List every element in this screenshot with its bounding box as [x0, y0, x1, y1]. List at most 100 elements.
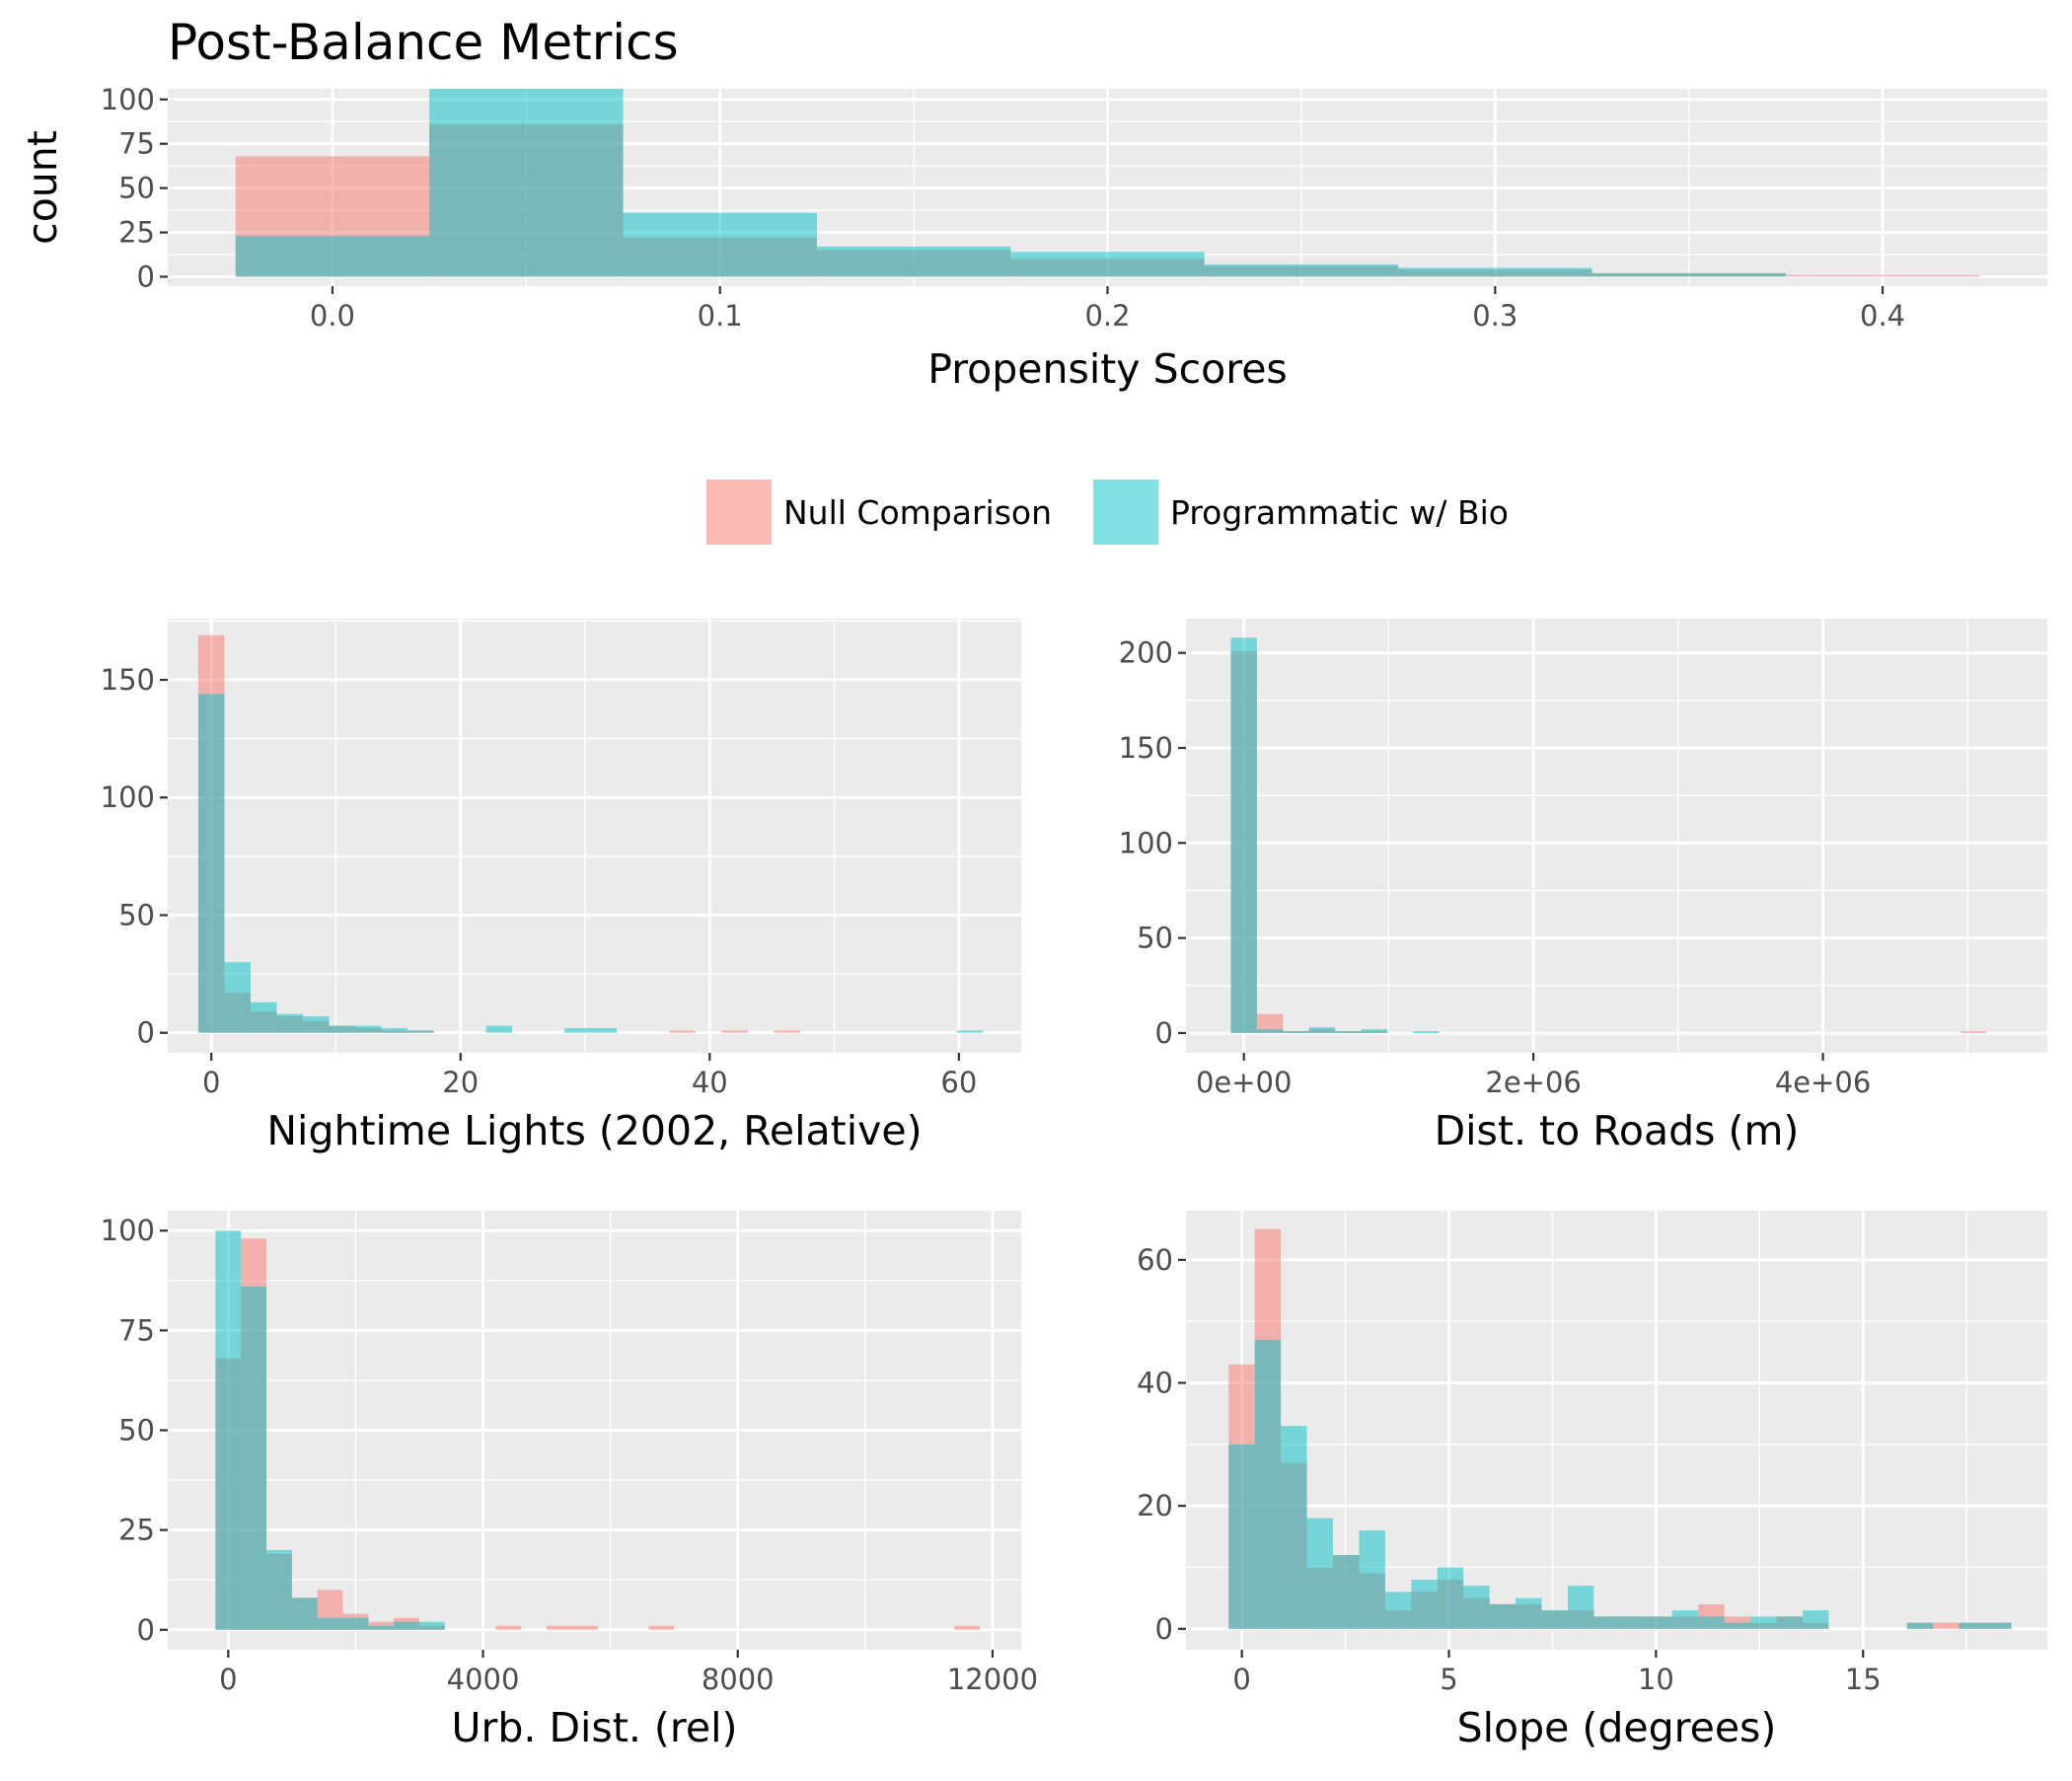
bar-null-20: [721, 1030, 748, 1033]
y-tick-label: 100: [101, 780, 155, 814]
bar-prog-29: [956, 1030, 984, 1033]
bar-prog-0: [235, 236, 430, 277]
bar-prog-2: [1283, 1031, 1309, 1033]
bar-prog-3: [1308, 1027, 1336, 1033]
bar-prog-12: [1541, 1610, 1568, 1629]
y-tick-label: 200: [1119, 636, 1173, 670]
y-axis-title: count: [19, 130, 66, 245]
bar-prog-1: [1256, 1029, 1284, 1033]
y-tick-label: 40: [1137, 1367, 1173, 1400]
bar-prog-1: [241, 1286, 267, 1630]
legend: Null Comparison Programmatic w/ Bio: [706, 480, 1509, 545]
bar-prog-21: [1776, 1616, 1803, 1629]
bar-prog-18: [1698, 1616, 1725, 1629]
legend-label-null-comparison: Null Comparison: [783, 493, 1052, 532]
bar-prog-2: [1281, 1426, 1307, 1629]
y-tick-label: 100: [1119, 826, 1173, 859]
bar-prog-11: [1516, 1597, 1542, 1629]
bar-prog-6: [368, 1625, 395, 1630]
x-tick-label: 0.1: [698, 299, 743, 333]
panel-background: [168, 619, 1021, 1053]
bar-prog-17: [1671, 1610, 1699, 1629]
x-axis-title: Slope (degrees): [1457, 1704, 1777, 1751]
bar-prog-7: [394, 1621, 419, 1630]
y-tick-label: 0: [137, 1016, 155, 1050]
bar-prog-4: [1335, 1031, 1362, 1033]
bar-prog-7: [1591, 272, 1786, 277]
bar-prog-0: [215, 1230, 242, 1630]
panel-nightlights: 0 20 40 60 0 50 100 150 Nightime Lights (2002, R…: [101, 619, 1021, 1154]
x-tick-label: 12000: [947, 1663, 1038, 1696]
bar-prog-3: [291, 1597, 318, 1630]
y-tick-label: 0: [137, 260, 155, 293]
bar-prog-14: [1593, 1616, 1620, 1629]
x-tick-label: 0: [219, 1663, 237, 1696]
y-tick-label: 0: [137, 1613, 155, 1647]
series-prog: [235, 89, 1786, 277]
bar-prog-5: [329, 1025, 356, 1033]
bar-prog-11: [485, 1025, 513, 1033]
bar-null-11: [495, 1625, 522, 1630]
x-tick-label: 0.0: [310, 299, 355, 333]
bar-prog-2: [623, 212, 817, 277]
series-prog: [197, 694, 984, 1033]
legend-label-programmatic-w-bio: Programmatic w/ Bio: [1170, 493, 1509, 532]
bar-null-1: [1256, 1013, 1284, 1033]
bar-prog-1: [224, 962, 251, 1033]
legend-key-null-comparison: [706, 480, 772, 545]
bar-null-13: [547, 1625, 572, 1630]
bar-prog-9: [1463, 1586, 1490, 1629]
bar-prog-15: [590, 1027, 618, 1033]
bar-prog-8: [1437, 1567, 1464, 1629]
bar-prog-1: [429, 89, 624, 277]
bar-prog-10: [1489, 1603, 1517, 1629]
bar-null-22: [774, 1030, 800, 1033]
bar-null-17: [648, 1625, 675, 1630]
bar-prog-5: [342, 1617, 369, 1630]
y-tick-label: 50: [118, 898, 155, 931]
panel-roads: 0e+00 2e+06 4e+06 0 50 100 150 200 Dist. to Road…: [1119, 619, 2047, 1154]
y-tick-label: 50: [118, 1414, 155, 1447]
y-tick-label: 50: [118, 172, 155, 205]
bar-null-14: [571, 1625, 598, 1630]
x-axis-title: Propensity Scores: [927, 345, 1288, 393]
bar-prog-19: [1724, 1622, 1751, 1629]
bar-prog-5: [1204, 263, 1399, 277]
x-tick-label: 15: [1845, 1663, 1882, 1696]
x-axis-title: Dist. to Roads (m): [1435, 1107, 1800, 1154]
x-tick-label: 20: [442, 1066, 479, 1099]
y-tick-label: 75: [118, 1313, 155, 1347]
bar-prog-3: [816, 246, 1011, 277]
bar-prog-4: [1332, 1555, 1360, 1629]
bar-prog-4: [303, 1016, 330, 1033]
bar-prog-6: [1398, 267, 1592, 277]
x-tick-label: 5: [1440, 1663, 1457, 1696]
x-tick-label: 0.3: [1472, 299, 1517, 333]
y-tick-label: 50: [1137, 922, 1173, 955]
bar-prog-0: [1228, 1444, 1255, 1629]
bar-prog-1: [1254, 1339, 1282, 1629]
bar-prog-3: [276, 1013, 304, 1033]
bar-prog-5: [1359, 1530, 1385, 1629]
y-tick-label: 0: [1155, 1612, 1173, 1646]
bar-prog-2: [266, 1549, 292, 1630]
x-axis-title: Urb. Dist. (rel): [452, 1704, 738, 1751]
y-tick-label: 25: [118, 216, 155, 250]
x-tick-label: 0e+00: [1196, 1066, 1293, 1099]
y-tick-label: 60: [1137, 1243, 1173, 1277]
x-tick-label: 8000: [702, 1663, 775, 1696]
panel-slope: 0 5 10 15 0 20 40 60 Slope (degrees): [1137, 1211, 2047, 1751]
bar-prog-7: [1411, 1579, 1438, 1629]
x-tick-label: 10: [1638, 1663, 1674, 1696]
bar-prog-4: [317, 1617, 343, 1630]
bar-prog-2: [250, 1002, 277, 1033]
bar-prog-26: [1906, 1622, 1934, 1629]
bar-prog-8: [407, 1030, 434, 1033]
y-tick-label: 100: [101, 1214, 155, 1247]
bar-null-29: [954, 1625, 981, 1630]
panel-propensity: 0.0 0.1 0.2 0.3 0.4 0 25 50 75 100 Propensity Scor…: [19, 83, 2047, 393]
bar-prog-4: [1010, 252, 1205, 277]
bar-null-18: [669, 1030, 696, 1033]
bar-prog-28: [1959, 1622, 1986, 1629]
series-prog: [1230, 637, 1440, 1033]
